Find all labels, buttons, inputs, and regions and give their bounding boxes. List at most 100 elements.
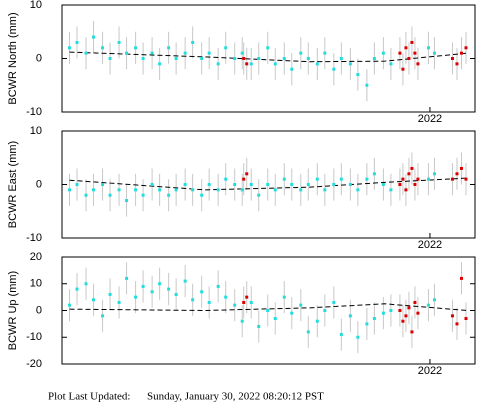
point (242, 300, 246, 304)
point (290, 311, 294, 315)
point (398, 183, 402, 186)
point (450, 177, 454, 181)
point (240, 51, 244, 55)
point (101, 183, 105, 186)
point (372, 172, 376, 176)
point (401, 177, 405, 181)
point (348, 183, 352, 186)
point (398, 309, 402, 312)
point (432, 172, 436, 176)
point (323, 188, 327, 192)
point (401, 67, 405, 71)
point (332, 67, 336, 71)
point (75, 183, 79, 186)
point (216, 188, 220, 192)
y-tick-label: -10 (26, 106, 42, 118)
point (101, 46, 105, 50)
point (459, 166, 463, 170)
point (348, 62, 352, 66)
point (158, 188, 162, 192)
point (450, 314, 454, 318)
point (200, 290, 204, 294)
point (306, 330, 310, 334)
point (158, 62, 162, 66)
point (158, 282, 162, 286)
panel: BCWR East (mm) -10 0 10 2022 (7, 125, 476, 251)
point (455, 322, 459, 326)
point (299, 51, 303, 55)
point (167, 193, 171, 197)
point (141, 284, 145, 288)
point (306, 183, 310, 186)
point (245, 172, 249, 176)
point (290, 183, 294, 186)
point (191, 40, 195, 44)
point (404, 314, 408, 318)
point (101, 314, 105, 318)
point (464, 177, 468, 181)
point (183, 279, 187, 283)
point (323, 309, 327, 312)
point (273, 317, 277, 321)
point (249, 300, 253, 304)
point (266, 183, 270, 186)
point (410, 166, 414, 170)
point (416, 62, 420, 66)
point (323, 51, 327, 55)
point (92, 298, 96, 302)
point (75, 287, 79, 291)
point (381, 311, 385, 315)
point (282, 295, 286, 299)
point (282, 177, 286, 181)
y-tick-label: -10 (26, 331, 42, 343)
point (455, 172, 459, 176)
panel: BCWR North (mm) -10 0 10 2022 (7, 0, 476, 125)
point (339, 57, 343, 60)
point (242, 57, 246, 60)
point (125, 199, 129, 203)
point (207, 183, 211, 186)
point (240, 188, 244, 192)
point (407, 57, 411, 60)
plot-frame (61, 256, 476, 365)
point (117, 188, 121, 192)
point (257, 57, 261, 60)
y-tick-label: 10 (30, 278, 42, 290)
point (407, 172, 411, 176)
point (150, 290, 154, 294)
point (200, 193, 204, 197)
point (273, 188, 277, 192)
y-tick-label: 20 (30, 251, 42, 263)
point (398, 51, 402, 55)
point (150, 183, 154, 186)
footer-date: Sunday, January 30, 2022 08:20:12 PST (147, 391, 324, 403)
point (183, 51, 187, 55)
x-tick-label: 2022 (418, 365, 442, 377)
point (266, 309, 270, 312)
point (125, 276, 129, 280)
point (315, 319, 319, 323)
trend-line (69, 51, 468, 63)
point (413, 300, 417, 304)
point (134, 46, 138, 50)
point (245, 62, 249, 66)
y-tick-label: 10 (30, 125, 42, 137)
point (273, 62, 277, 66)
point (167, 46, 171, 50)
y-axis-label: BCWR Up (mm) (7, 271, 19, 350)
point (92, 35, 96, 39)
point (134, 188, 138, 192)
point (348, 314, 352, 318)
point (117, 300, 121, 304)
y-axis-label: BCWR East (mm) (7, 141, 19, 228)
point (68, 188, 72, 192)
point (84, 282, 88, 286)
point (365, 177, 369, 181)
point (207, 51, 211, 55)
point (174, 292, 178, 296)
point (150, 51, 154, 55)
point (455, 62, 459, 66)
point (410, 40, 414, 44)
point (233, 57, 237, 60)
point (413, 51, 417, 55)
